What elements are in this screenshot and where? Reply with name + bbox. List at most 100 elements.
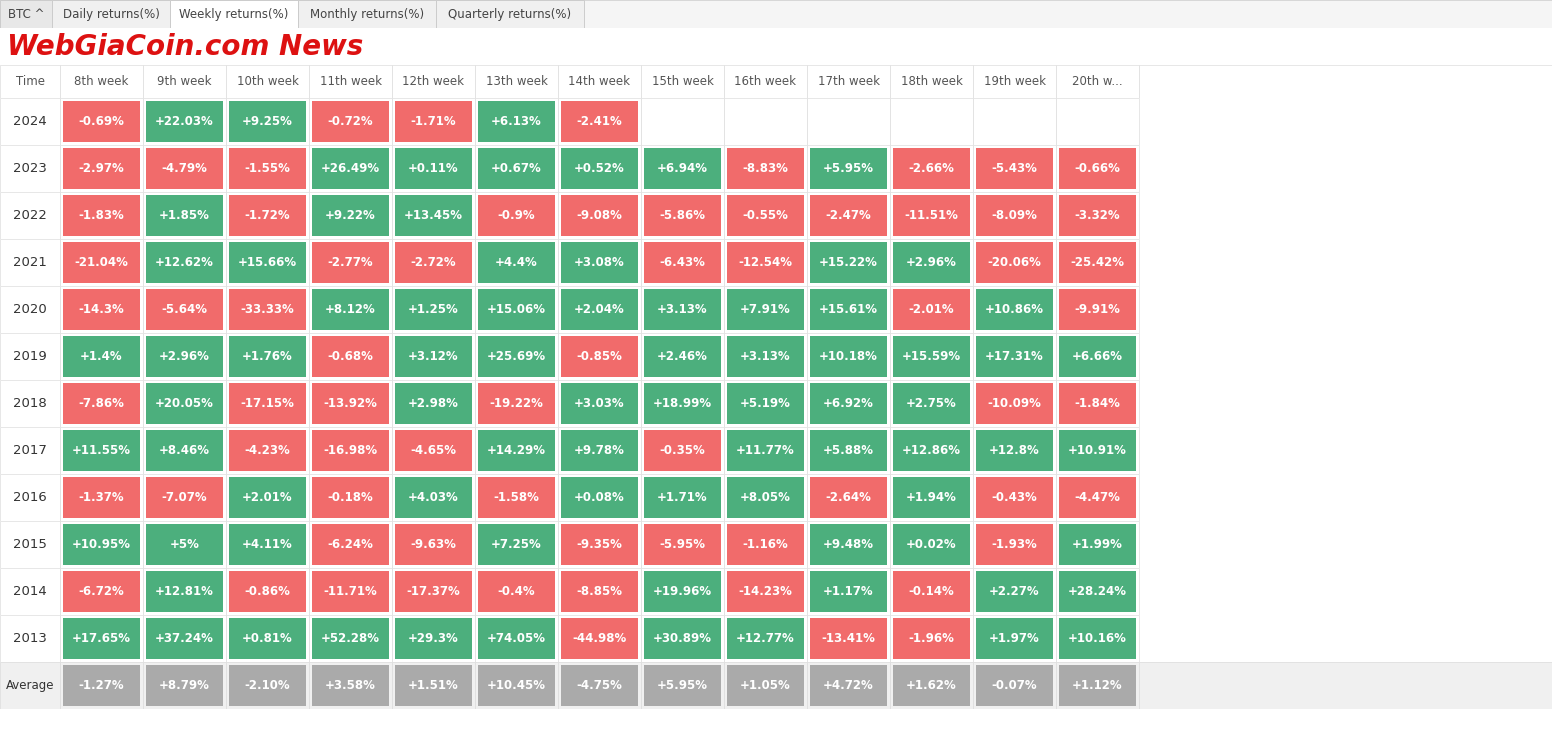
- Bar: [810, 289, 888, 330]
- Bar: [810, 242, 888, 283]
- Bar: [61, 427, 143, 474]
- Text: +5.19%: +5.19%: [740, 397, 792, 410]
- Bar: [807, 615, 889, 662]
- Bar: [976, 524, 1052, 565]
- Bar: [1055, 239, 1139, 286]
- Bar: [230, 477, 306, 518]
- Bar: [396, 148, 472, 189]
- Bar: [644, 195, 722, 236]
- Text: 20th w...: 20th w...: [1072, 75, 1122, 88]
- Text: -0.72%: -0.72%: [327, 115, 374, 128]
- Bar: [976, 430, 1052, 471]
- Bar: [227, 239, 309, 286]
- Text: 2021: 2021: [12, 256, 47, 269]
- Text: -1.16%: -1.16%: [742, 538, 788, 551]
- Text: -1.83%: -1.83%: [79, 209, 124, 222]
- Bar: [641, 427, 723, 474]
- Bar: [892, 618, 970, 659]
- Text: -9.08%: -9.08%: [576, 209, 622, 222]
- Bar: [475, 474, 559, 521]
- Bar: [726, 524, 804, 565]
- Bar: [0, 615, 1552, 662]
- Bar: [973, 662, 1055, 709]
- Bar: [143, 568, 227, 615]
- Text: +15.06%: +15.06%: [487, 303, 546, 316]
- Bar: [0, 521, 1552, 568]
- Bar: [889, 662, 973, 709]
- Bar: [973, 380, 1055, 427]
- Bar: [641, 192, 723, 239]
- Bar: [478, 336, 556, 377]
- Text: +5%: +5%: [169, 538, 200, 551]
- Bar: [0, 65, 61, 98]
- Bar: [0, 145, 1552, 192]
- Text: +4.72%: +4.72%: [823, 679, 874, 692]
- Text: -14.3%: -14.3%: [79, 303, 124, 316]
- Bar: [889, 380, 973, 427]
- Text: -17.37%: -17.37%: [407, 585, 461, 598]
- Bar: [723, 568, 807, 615]
- Text: +1.85%: +1.85%: [158, 209, 210, 222]
- Bar: [644, 430, 722, 471]
- Bar: [641, 286, 723, 333]
- Text: +29.3%: +29.3%: [408, 632, 459, 645]
- Bar: [61, 568, 143, 615]
- Bar: [1058, 195, 1136, 236]
- Bar: [976, 383, 1052, 424]
- Bar: [723, 192, 807, 239]
- Text: -1.58%: -1.58%: [494, 491, 540, 504]
- Text: +7.91%: +7.91%: [740, 303, 792, 316]
- Bar: [807, 239, 889, 286]
- Bar: [61, 192, 143, 239]
- Bar: [1055, 145, 1139, 192]
- Bar: [1055, 98, 1139, 145]
- Bar: [1055, 521, 1139, 568]
- Bar: [475, 662, 559, 709]
- Text: -1.93%: -1.93%: [992, 538, 1037, 551]
- Bar: [976, 665, 1052, 706]
- Bar: [0, 239, 61, 286]
- Bar: [723, 615, 807, 662]
- Bar: [726, 430, 804, 471]
- Bar: [312, 195, 390, 236]
- Text: -13.92%: -13.92%: [323, 397, 377, 410]
- Bar: [146, 618, 223, 659]
- Text: -9.35%: -9.35%: [576, 538, 622, 551]
- Text: -6.24%: -6.24%: [327, 538, 374, 551]
- Text: +8.05%: +8.05%: [740, 491, 792, 504]
- Bar: [723, 333, 807, 380]
- Bar: [810, 430, 888, 471]
- Bar: [393, 380, 475, 427]
- Bar: [1058, 289, 1136, 330]
- Text: +3.03%: +3.03%: [574, 397, 625, 410]
- Bar: [309, 239, 393, 286]
- Text: +3.13%: +3.13%: [740, 350, 792, 363]
- Bar: [396, 430, 472, 471]
- Text: -0.18%: -0.18%: [327, 491, 374, 504]
- Bar: [396, 618, 472, 659]
- Bar: [889, 568, 973, 615]
- Bar: [1055, 286, 1139, 333]
- Bar: [889, 145, 973, 192]
- Text: -0.4%: -0.4%: [498, 585, 535, 598]
- Bar: [889, 65, 973, 98]
- Bar: [807, 474, 889, 521]
- Text: 12th week: 12th week: [402, 75, 464, 88]
- Bar: [810, 477, 888, 518]
- Bar: [143, 615, 227, 662]
- Bar: [641, 380, 723, 427]
- Bar: [973, 427, 1055, 474]
- Bar: [312, 571, 390, 612]
- Bar: [230, 336, 306, 377]
- Text: +2.75%: +2.75%: [906, 397, 958, 410]
- Bar: [146, 383, 223, 424]
- Bar: [396, 665, 472, 706]
- Text: -8.85%: -8.85%: [576, 585, 622, 598]
- Text: -5.43%: -5.43%: [992, 162, 1037, 175]
- Text: +3.58%: +3.58%: [324, 679, 376, 692]
- Text: +2.46%: +2.46%: [656, 350, 708, 363]
- Bar: [723, 286, 807, 333]
- Bar: [726, 336, 804, 377]
- Text: +20.05%: +20.05%: [155, 397, 214, 410]
- Text: +0.11%: +0.11%: [408, 162, 459, 175]
